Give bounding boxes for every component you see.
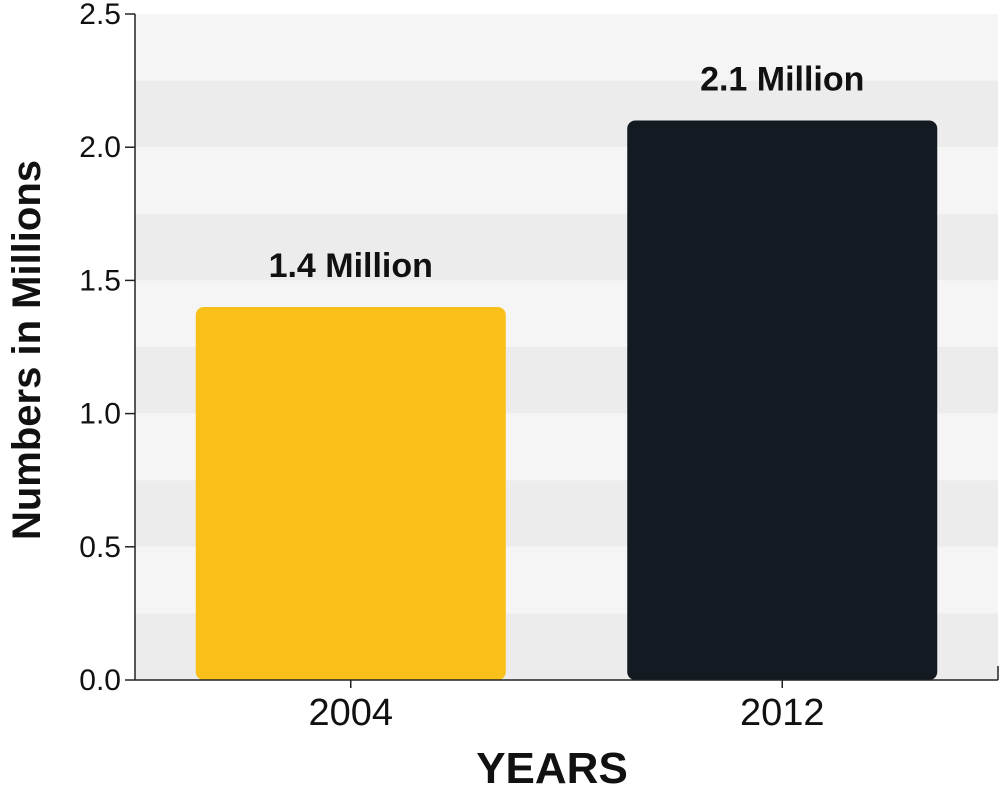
data-label-2012: 2.1 Million <box>700 61 864 99</box>
y-tick-label: 2.0 <box>79 131 121 164</box>
data-label-2004: 1.4 Million <box>269 247 433 285</box>
bar-2012 <box>627 120 938 680</box>
y-tick-label: 2.5 <box>79 0 121 31</box>
axes <box>134 14 998 681</box>
y-tick-label: 1.5 <box>79 264 121 297</box>
x-axis-ticks: 2004 2012 <box>308 666 999 734</box>
y-axis-title: Numbers in Millions <box>5 160 49 540</box>
y-tick-label: 0.0 <box>79 664 121 697</box>
x-axis-title: YEARS <box>476 744 628 793</box>
bar-2004 <box>195 307 506 680</box>
bars <box>195 120 938 680</box>
grid-band <box>135 14 998 81</box>
x-tick-label: 2004 <box>308 692 393 734</box>
y-axis-ticks: 0.0 0.5 1.0 1.5 2.0 2.5 <box>79 0 135 697</box>
y-tick-label: 0.5 <box>79 531 121 564</box>
y-tick-label: 1.0 <box>79 398 121 431</box>
x-tick-label: 2012 <box>740 692 825 734</box>
data-labels: 1.4 Million 2.1 Million <box>269 61 865 285</box>
